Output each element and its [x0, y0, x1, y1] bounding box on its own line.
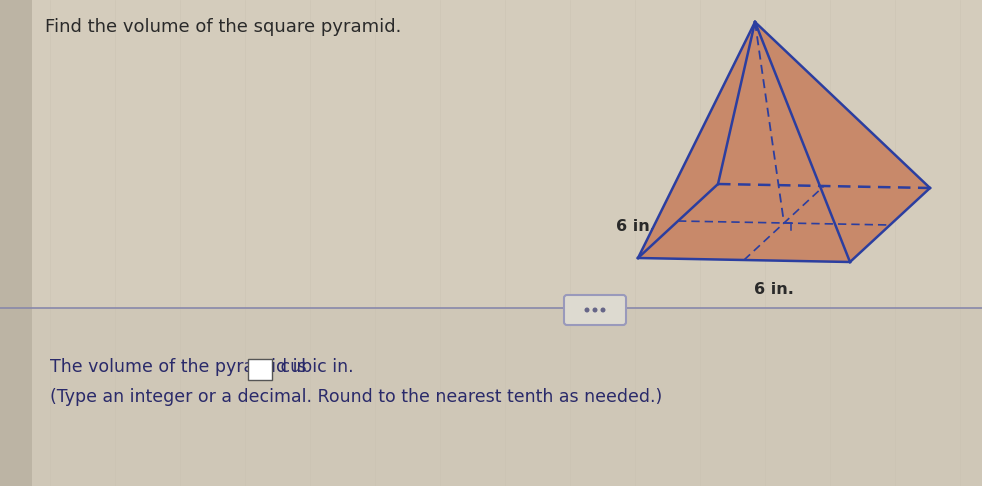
Text: Find the volume of the square pyramid.: Find the volume of the square pyramid. — [45, 18, 402, 36]
Bar — [0, 308, 982, 486]
Polygon shape — [638, 184, 930, 262]
Text: (Type an integer or a decimal. Round to the nearest tenth as needed.): (Type an integer or a decimal. Round to … — [50, 388, 662, 406]
Circle shape — [592, 308, 597, 312]
Polygon shape — [755, 22, 930, 262]
Circle shape — [584, 308, 589, 312]
FancyBboxPatch shape — [247, 359, 272, 380]
Bar — [0, 0, 982, 308]
Text: 7 in.: 7 in. — [792, 115, 826, 130]
Text: cubic in.: cubic in. — [275, 358, 354, 376]
Text: 6 in.: 6 in. — [754, 282, 793, 297]
Bar — [0, 0, 32, 486]
Text: 6 in.: 6 in. — [616, 219, 656, 233]
Polygon shape — [638, 22, 850, 262]
FancyBboxPatch shape — [564, 295, 626, 325]
Circle shape — [601, 308, 606, 312]
Polygon shape — [638, 22, 755, 258]
Polygon shape — [718, 22, 930, 188]
Text: The volume of the pyramid is: The volume of the pyramid is — [50, 358, 312, 376]
